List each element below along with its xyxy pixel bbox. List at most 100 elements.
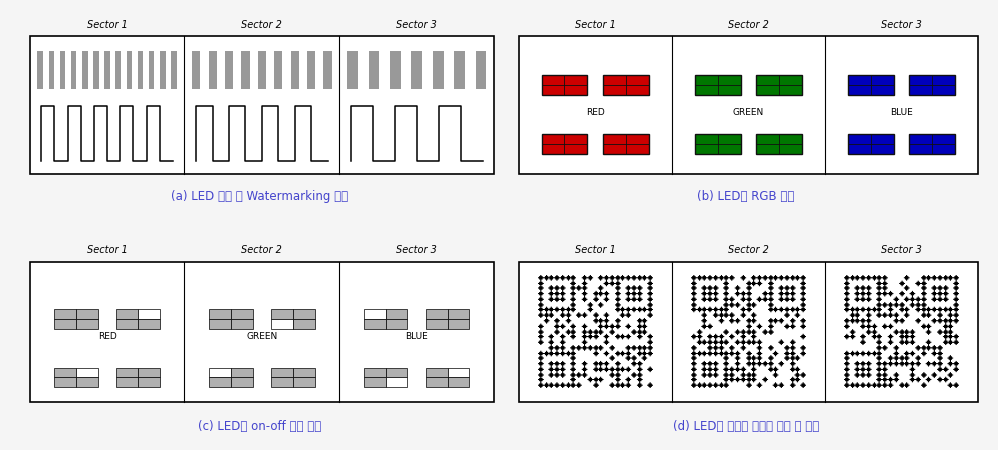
Bar <box>138 319 160 328</box>
Text: Sector 3: Sector 3 <box>396 20 437 30</box>
Text: Sector 1: Sector 1 <box>87 20 128 30</box>
Bar <box>603 75 649 95</box>
Bar <box>138 377 160 387</box>
Bar <box>76 377 98 387</box>
Bar <box>210 368 231 377</box>
Bar <box>368 51 379 89</box>
Bar <box>695 75 741 95</box>
Bar <box>307 51 315 89</box>
Bar <box>292 377 314 387</box>
Bar <box>271 377 292 387</box>
Bar <box>30 36 494 174</box>
Text: Sector 1: Sector 1 <box>575 20 616 30</box>
Bar <box>542 134 588 154</box>
Bar <box>519 36 978 174</box>
Bar <box>55 368 76 377</box>
Text: GREEN: GREEN <box>247 332 277 341</box>
Bar <box>149 51 155 89</box>
Bar <box>848 134 894 154</box>
Bar <box>292 368 314 377</box>
Bar <box>386 319 407 328</box>
Bar <box>71 51 77 89</box>
Bar <box>364 377 386 387</box>
Bar <box>909 134 955 154</box>
Bar <box>231 319 252 328</box>
Bar <box>49 51 54 89</box>
Bar <box>231 310 252 319</box>
Bar <box>271 319 292 328</box>
Bar <box>82 51 88 89</box>
Bar <box>426 377 448 387</box>
Bar <box>364 310 386 319</box>
Bar <box>117 319 138 328</box>
Bar <box>695 134 741 154</box>
Text: GREEN: GREEN <box>733 108 764 117</box>
Bar <box>138 51 144 89</box>
Bar <box>603 134 649 154</box>
Text: RED: RED <box>586 108 605 117</box>
Bar <box>225 51 234 89</box>
Bar <box>76 319 98 328</box>
Bar <box>55 377 76 387</box>
Bar <box>292 310 314 319</box>
Bar <box>292 319 314 328</box>
Bar <box>274 51 282 89</box>
Bar <box>848 75 894 95</box>
Bar <box>426 310 448 319</box>
Bar <box>93 51 99 89</box>
Bar <box>454 51 465 89</box>
Text: (a) LED 통신 및 Watermarking 이용: (a) LED 통신 및 Watermarking 이용 <box>171 190 348 203</box>
Text: Sector 1: Sector 1 <box>575 245 616 256</box>
Text: RED: RED <box>98 332 117 341</box>
Bar <box>347 51 358 89</box>
Bar <box>210 310 231 319</box>
Bar <box>323 51 331 89</box>
Text: Sector 3: Sector 3 <box>881 20 922 30</box>
Bar <box>30 262 494 402</box>
Bar <box>271 310 292 319</box>
Bar <box>390 51 401 89</box>
Bar <box>117 377 138 387</box>
Bar <box>210 319 231 328</box>
Bar <box>138 368 160 377</box>
Bar <box>231 368 252 377</box>
Text: Sector 2: Sector 2 <box>728 245 768 256</box>
Bar <box>117 310 138 319</box>
Bar <box>55 319 76 328</box>
Bar <box>386 377 407 387</box>
Text: Sector 2: Sector 2 <box>242 245 282 256</box>
Bar <box>127 51 132 89</box>
Text: (b) LED의 RGB 이용: (b) LED의 RGB 이용 <box>698 190 794 203</box>
Bar <box>210 377 231 387</box>
Bar <box>76 310 98 319</box>
Bar <box>426 368 448 377</box>
Text: BLUE: BLUE <box>405 332 428 341</box>
Bar <box>242 51 250 89</box>
Bar <box>433 51 443 89</box>
Bar <box>909 75 955 95</box>
Bar <box>172 51 177 89</box>
Text: Sector 3: Sector 3 <box>881 245 922 256</box>
Bar <box>364 368 386 377</box>
Bar <box>116 51 121 89</box>
Bar <box>37 51 43 89</box>
Bar <box>411 51 422 89</box>
Bar <box>117 368 138 377</box>
Text: Sector 1: Sector 1 <box>87 245 128 256</box>
Bar <box>231 377 252 387</box>
Bar <box>448 319 469 328</box>
Text: (c) LED의 on-off 패턴 이용: (c) LED의 on-off 패턴 이용 <box>198 419 321 432</box>
Text: (d) LED를 이용한 새로운 구조 및 형태: (d) LED를 이용한 새로운 구조 및 형태 <box>673 419 819 432</box>
Bar <box>756 134 802 154</box>
Bar <box>271 368 292 377</box>
Text: Sector 2: Sector 2 <box>728 20 768 30</box>
Bar <box>193 51 201 89</box>
Text: Sector 2: Sector 2 <box>242 20 282 30</box>
Bar <box>519 262 978 402</box>
Bar <box>386 310 407 319</box>
Bar <box>60 51 65 89</box>
Bar <box>76 368 98 377</box>
Bar <box>55 310 76 319</box>
Bar <box>386 368 407 377</box>
Bar <box>104 51 110 89</box>
